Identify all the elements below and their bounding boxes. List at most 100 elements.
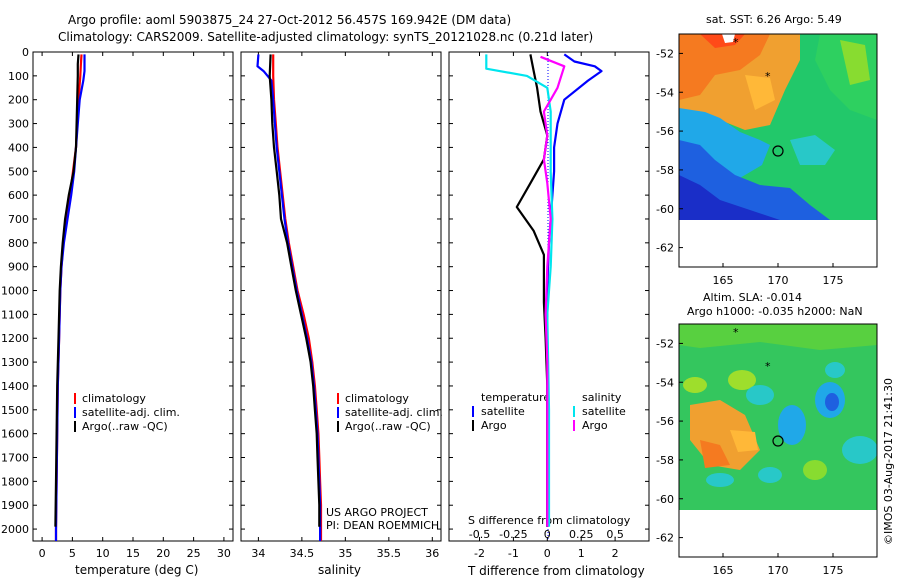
s-diff-tick-label: -0.5 bbox=[469, 528, 490, 541]
legend-s-satellite-label: satellite bbox=[582, 405, 626, 418]
depth-tick-label: 1700 bbox=[1, 452, 29, 465]
series-line-salinity-satellite bbox=[485, 54, 554, 527]
depth-tick-label: 500 bbox=[8, 165, 29, 178]
float-track-marker: * bbox=[765, 70, 771, 83]
t-difference-xlabel: T difference from climatology bbox=[467, 564, 645, 578]
temperature-xlabel: temperature (deg C) bbox=[75, 563, 198, 577]
sla-map-title-line1: Altim. SLA: -0.014 bbox=[703, 291, 802, 304]
x-tick-label: 30 bbox=[217, 547, 231, 560]
legend-satellite-label: satellite-adj. clim. bbox=[345, 406, 443, 419]
legend-climatology-label: climatology bbox=[345, 392, 409, 405]
imos-credit-text: ©IMOS 03-Aug-2017 21:41:30 bbox=[882, 378, 895, 545]
sla-field bbox=[679, 324, 877, 510]
float-track-marker: * bbox=[733, 36, 739, 49]
x-tick-label: 10 bbox=[96, 547, 110, 560]
salinity-xlabel: salinity bbox=[318, 563, 361, 577]
legend-argo-label: Argo(..raw -QC) bbox=[82, 420, 168, 433]
salinity-profile-panel: salinity climatology satellite-adj. clim… bbox=[240, 51, 443, 577]
x-tick-label: 5 bbox=[69, 547, 76, 560]
sla-map: Altim. SLA: -0.014 Argo h1000: -0.035 h2… bbox=[656, 291, 878, 577]
legend-argo-label: Argo(..raw -QC) bbox=[345, 420, 431, 433]
figure-title-line1: Argo profile: aoml 5903875_24 27-Oct-201… bbox=[68, 13, 511, 27]
salinity-axes-frame bbox=[240, 51, 442, 542]
x-tick-label: 2 bbox=[612, 547, 619, 560]
sst-map: sat. SST: 6.26 Argo: 5.49 * * -52 -54 -56 -… bbox=[656, 13, 878, 287]
lat-tick-label: -58 bbox=[656, 164, 674, 177]
lon-tick-label: 175 bbox=[823, 274, 844, 287]
depth-tick-label: 2000 bbox=[1, 523, 29, 536]
temperature-legend: climatology satellite-adj. clim. Argo(..… bbox=[74, 392, 180, 433]
argo-position-marker bbox=[772, 145, 784, 157]
depth-tick-label: 300 bbox=[8, 118, 29, 131]
sst-map-title: sat. SST: 6.26 Argo: 5.49 bbox=[706, 13, 842, 26]
depth-tick-label: 1000 bbox=[1, 285, 29, 298]
depth-tick-label: 1400 bbox=[1, 380, 29, 393]
depth-tick-label: 600 bbox=[8, 189, 29, 202]
lon-tick-label: 165 bbox=[713, 274, 734, 287]
s-diff-tick-label: -0.25 bbox=[499, 528, 527, 541]
lat-tick-label: -54 bbox=[656, 86, 674, 99]
difference-legend: temperature satellite Argo salinity sate… bbox=[472, 391, 626, 432]
temperature-profile-panel: temperature (deg C) climatology satellit… bbox=[1, 46, 234, 577]
depth-tick-label: 1200 bbox=[1, 332, 29, 345]
lat-tick-label: -52 bbox=[656, 337, 674, 350]
depth-tick-label: 800 bbox=[8, 237, 29, 250]
depth-tick-label: 1500 bbox=[1, 404, 29, 417]
x-tick-label: 1 bbox=[578, 547, 585, 560]
x-tick-label: 34 bbox=[251, 547, 265, 560]
depth-tick-label: 1300 bbox=[1, 356, 29, 369]
s-diff-tick-label: 0.25 bbox=[569, 528, 594, 541]
s-diff-tick-label: 0.5 bbox=[606, 528, 624, 541]
depth-tick-label: 1800 bbox=[1, 475, 29, 488]
lat-tick-label: -54 bbox=[656, 376, 674, 389]
lat-tick-label: -56 bbox=[656, 125, 674, 138]
lon-tick-label: 165 bbox=[713, 564, 734, 577]
legend-satellite-label: satellite-adj. clim. bbox=[82, 406, 180, 419]
s-diff-tick-label: 0 bbox=[544, 528, 551, 541]
float-track-marker: * bbox=[733, 326, 739, 339]
depth-tick-label: 900 bbox=[8, 261, 29, 274]
depth-tick-label: 1900 bbox=[1, 499, 29, 512]
depth-tick-label: 1100 bbox=[1, 308, 29, 321]
salinity-legend: climatology satellite-adj. clim. Argo(..… bbox=[337, 392, 443, 433]
x-tick-label: -2 bbox=[474, 547, 485, 560]
argo-position-marker bbox=[772, 435, 784, 447]
depth-tick-label: 700 bbox=[8, 213, 29, 226]
x-tick-label: 35 bbox=[338, 547, 352, 560]
lat-tick-label: -58 bbox=[656, 454, 674, 467]
depth-tick-label: 0 bbox=[22, 46, 29, 59]
legend-s-argo-label: Argo bbox=[582, 419, 608, 432]
difference-panel: S difference from climatology T differen… bbox=[448, 51, 650, 578]
lat-tick-label: -56 bbox=[656, 415, 674, 428]
us-argo-project-text: US ARGO PROJECT bbox=[326, 506, 428, 519]
float-track-marker: * bbox=[765, 360, 771, 373]
pi-name-text: PI: DEAN ROEMMICH bbox=[326, 519, 439, 532]
depth-tick-label: 100 bbox=[8, 70, 29, 83]
sla-map-title-line2: Argo h1000: -0.035 h2000: NaN bbox=[687, 305, 863, 318]
x-tick-label: 0 bbox=[544, 547, 551, 560]
legend-salinity-heading: salinity bbox=[582, 391, 622, 404]
lat-tick-label: -60 bbox=[656, 203, 674, 216]
x-tick-label: 36 bbox=[425, 547, 439, 560]
legend-t-argo-label: Argo bbox=[481, 419, 507, 432]
sst-land-mask bbox=[679, 220, 877, 267]
sla-land-mask bbox=[679, 510, 877, 557]
lat-tick-label: -62 bbox=[656, 532, 674, 545]
lat-tick-label: -52 bbox=[656, 47, 674, 60]
depth-tick-label: 1600 bbox=[1, 428, 29, 441]
legend-climatology-label: climatology bbox=[82, 392, 146, 405]
sst-field bbox=[679, 34, 877, 220]
series-line-argo-raw-qc- bbox=[54, 54, 80, 527]
series-line-salinity-argo bbox=[540, 55, 566, 527]
x-tick-label: 35.5 bbox=[377, 547, 402, 560]
temperature-axes-frame bbox=[32, 51, 234, 542]
x-tick-label: 20 bbox=[156, 547, 170, 560]
x-tick-label: 25 bbox=[187, 547, 201, 560]
x-tick-label: 15 bbox=[126, 547, 140, 560]
depth-tick-label: 200 bbox=[8, 94, 29, 107]
lat-tick-label: -62 bbox=[656, 242, 674, 255]
x-tick-label: 0 bbox=[39, 547, 46, 560]
legend-temperature-heading: temperature bbox=[481, 391, 550, 404]
series-line-argo-raw-qc- bbox=[268, 54, 321, 527]
